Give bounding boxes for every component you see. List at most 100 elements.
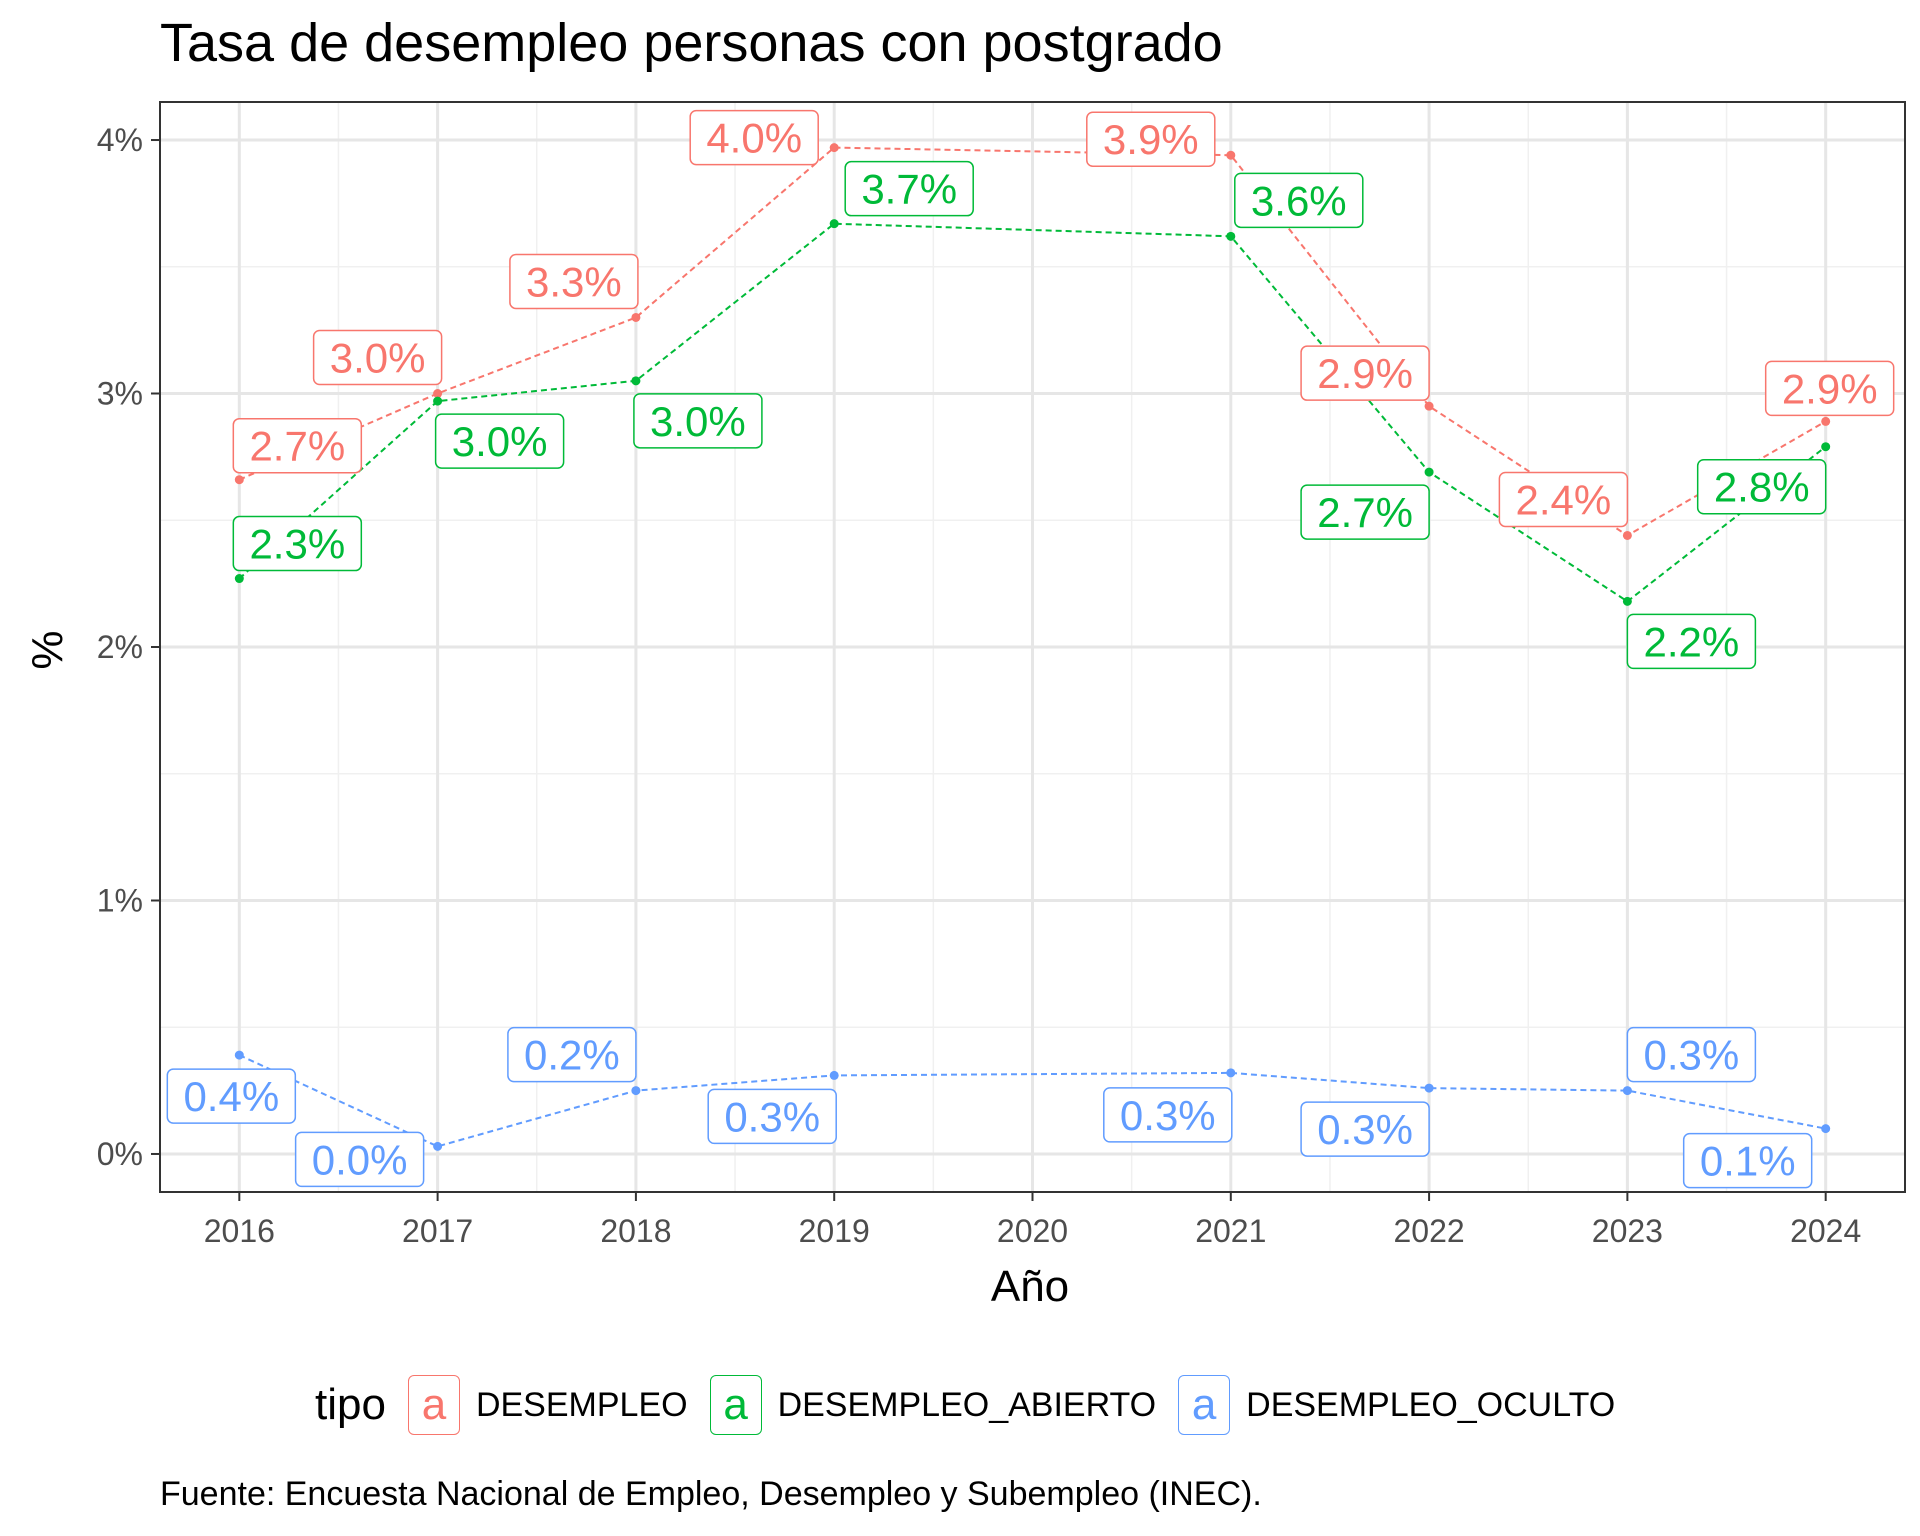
data-point [1226,150,1236,160]
y-tick-label: 1% [97,882,143,918]
data-label-box [232,417,363,474]
data-label: 0.4% [183,1073,279,1120]
data-label: 0.3% [724,1093,820,1140]
data-point [1622,1086,1632,1096]
chart-title: Tasa de desempleo personas con postgrado [160,13,1223,73]
data-point [829,1070,839,1080]
data-point [829,143,839,153]
data-label-box [633,393,763,449]
axes-layer: 0% 1% 2% 3% 4% 2016 2017 2018 2019 2020 2021 2022 20… [97,101,1906,1249]
legend-label-desempleo-oculto: DESEMPLEO_OCULTO [1246,1385,1616,1424]
data-label: 3.6% [1251,177,1347,224]
data-label-box [507,1026,637,1083]
legend: tipo a DESEMPLEO a DESEMPLEO_ABIERTO DES… [315,1372,1637,1438]
data-point [1821,1124,1831,1134]
data-label: 0.3% [1644,1032,1740,1079]
data-point [829,219,839,229]
data-label-box [1498,471,1629,528]
data-point [433,389,443,399]
data-label: 3.0% [452,418,548,465]
data-label: 2.2% [1644,618,1740,665]
grid-layer [160,102,1905,1192]
x-tick-label: 2018 [600,1213,671,1249]
data-point [234,475,244,485]
legend-key-desempleo: a [407,1375,460,1435]
data-label: 2.8% [1714,464,1810,511]
data-label-box [1300,484,1430,540]
data-label: 3.3% [526,258,622,305]
chart-caption: Fuente: Encuesta Nacional de Empleo, Des… [160,1475,1262,1513]
y-tick-label: 4% [97,122,143,158]
data-label-box [509,253,639,310]
data-point [433,1141,443,1151]
data-label-box [1300,1101,1430,1157]
series-line-1 [238,222,1827,603]
data-label-box [707,1088,837,1145]
data-label-box [232,515,363,572]
data-label: 0.0% [312,1136,408,1183]
data-label-box [844,160,974,217]
series-line-2 [238,1054,1826,1148]
legend-key-desempleo-oculto-glyph: a [1178,1375,1231,1435]
data-label-box [312,329,443,386]
x-axis-title: Año [990,1262,1070,1311]
data-label: 4.0% [706,115,802,162]
data-point [433,396,443,406]
data-label: 3.0% [650,398,746,445]
data-label: 0.3% [1317,1106,1413,1153]
data-point [234,574,244,584]
data-label: 2.3% [249,521,345,568]
x-tick-label: 2019 [799,1213,870,1249]
data-label: 3.0% [330,335,426,382]
data-point [234,1050,244,1060]
data-label-box [1234,172,1364,229]
x-tick-label: 2024 [1790,1213,1861,1249]
y-tick-label: 2% [97,629,143,665]
y-tick-label: 0% [97,1136,143,1172]
data-label-box [1696,458,1827,515]
data-label-box [166,1068,297,1124]
x-tick-label: 2021 [1195,1213,1266,1249]
x-tick-label: 2016 [204,1213,275,1249]
y-axis-title: % [23,630,72,670]
data-label-box [434,413,565,469]
data-point [631,1086,641,1096]
data-point [1821,416,1831,426]
data-label-box [1103,1087,1233,1143]
data-label: 0.1% [1700,1138,1796,1185]
legend-label-desempleo: DESEMPLEO [475,1385,688,1424]
legend-title: tipo [315,1380,386,1429]
data-label: 0.2% [524,1032,620,1079]
data-point [1424,401,1434,411]
data-point [631,376,641,386]
data-label-box [1626,613,1757,670]
data-label-box [1682,1132,1813,1189]
x-tick-label: 2017 [402,1213,473,1249]
x-tick-label: 2022 [1393,1213,1464,1249]
data-labels-layer: 2.7% 3.0% 3.3% 4.0% 3.9% 2.9% 2.4% 2.9% 2.3% 3.0%… [166,109,1895,1189]
legend-key-desempleo-abierto: a [709,1375,762,1435]
data-label: 2.9% [1317,350,1413,397]
legend-item-desempleo-oculto: DESEMPLEO_OCULTO a DESEMPLEO_OCULTO [1178,1375,1615,1435]
data-label: 3.9% [1103,116,1199,163]
data-label: 3.7% [861,166,957,213]
legend-label-desempleo-abierto: DESEMPLEO_ABIERTO [777,1385,1157,1424]
data-label-box [1086,111,1216,167]
data-point [1226,1068,1236,1078]
data-point [1622,530,1632,540]
data-label-box [689,109,819,166]
data-label: 2.4% [1516,476,1612,523]
data-label: 2.7% [1317,489,1413,536]
legend-item-desempleo: a DESEMPLEO [407,1375,688,1435]
points-layer [234,143,1831,1151]
data-label-box [1626,1026,1757,1083]
y-tick-label: 3% [97,376,143,412]
data-point [1424,467,1434,477]
data-point [631,312,641,322]
legend-item-desempleo-abierto: a DESEMPLEO_ABIERTO [709,1375,1157,1435]
x-tick-label: 2020 [997,1213,1068,1249]
data-point [1226,231,1236,241]
x-tick-label: 2023 [1592,1213,1663,1249]
